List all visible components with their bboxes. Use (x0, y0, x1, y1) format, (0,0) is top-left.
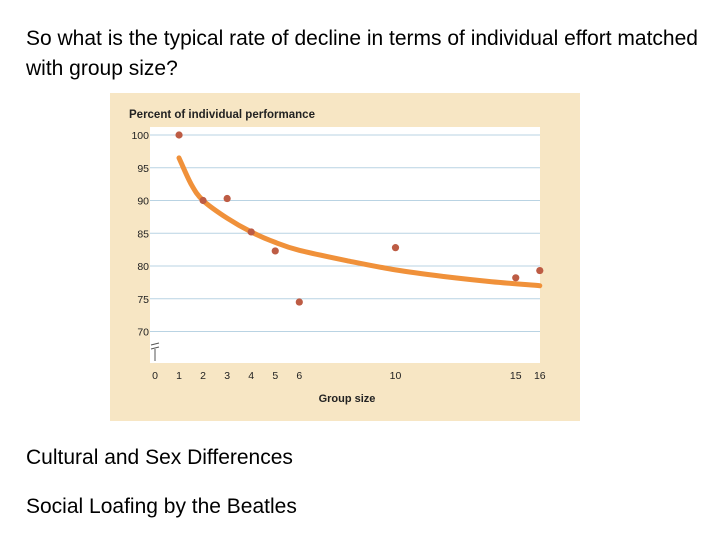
y-tick-label-75: 75 (137, 294, 149, 306)
y-tick-label-95: 95 (137, 163, 149, 175)
x-tick-label-16: 16 (534, 370, 546, 382)
x-tick-label-6: 6 (296, 370, 302, 382)
y-tick-label-100: 100 (131, 130, 149, 142)
x-tick-label-3: 3 (224, 370, 230, 382)
y-tick-label-85: 85 (137, 228, 149, 240)
x-tick-label-0: 0 (152, 370, 158, 382)
x-tick-label-15: 15 (510, 370, 522, 382)
data-point-group-size-4 (247, 228, 255, 236)
slide-heading: So what is the typical rate of decline i… (26, 27, 698, 80)
bullet-social-loafing-beatles: Social Loafing by the Beatles (26, 495, 297, 518)
x-axis-label: Group size (319, 393, 376, 405)
plot-background (150, 127, 540, 363)
x-tick-label-10: 10 (390, 370, 402, 382)
y-tick-label-80: 80 (137, 261, 149, 273)
data-point-group-size-15 (512, 274, 520, 282)
data-point-group-size-2 (199, 196, 207, 205)
y-tick-label-90: 90 (137, 196, 149, 208)
data-point-group-size-10 (391, 244, 400, 252)
chart-panel: Percent of individual performance 70 75 80… (110, 93, 580, 421)
chart-title: Percent of individual performance (129, 109, 315, 121)
data-point-group-size-1 (175, 131, 183, 139)
data-point-group-size-3 (223, 194, 231, 203)
social-loafing-chart: Percent of individual performance 70 75 80… (129, 109, 546, 405)
x-tick-label-2: 2 (200, 370, 206, 382)
x-tick-label-5: 5 (272, 370, 278, 382)
y-tick-label-70: 70 (137, 327, 149, 339)
axis-break-marker (150, 342, 160, 350)
x-tick-label-1: 1 (176, 370, 182, 382)
bullet-cultural-sex-differences: Cultural and Sex Differences (26, 446, 293, 469)
x-tick-label-4: 4 (248, 370, 254, 382)
data-point-group-size-5 (271, 247, 279, 255)
data-point-group-size-6 (295, 298, 303, 306)
data-point-group-size-16 (536, 266, 544, 275)
